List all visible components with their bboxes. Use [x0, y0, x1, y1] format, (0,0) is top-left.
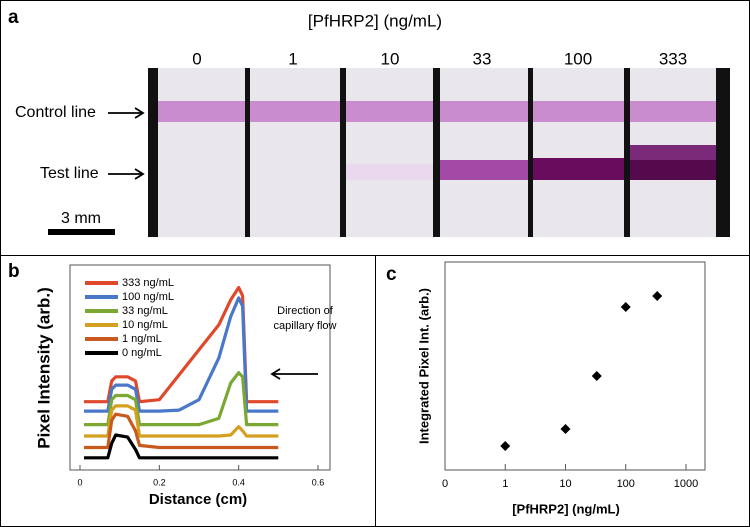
series-line [84, 371, 279, 427]
x-tick-label: 1000 [674, 478, 698, 490]
y-axis-label: Pixel Intensity (arb.) [34, 287, 53, 449]
strip-photo [148, 68, 730, 237]
scale-bar [48, 229, 115, 235]
plot-frame [444, 261, 706, 471]
x-tick-label: 0.4 [232, 477, 245, 487]
test-line-label: Test line [40, 165, 99, 182]
x-tick-label: 0.2 [153, 477, 166, 487]
legend-label: 1 ng/mL [122, 333, 162, 345]
data-point [652, 291, 663, 302]
annotation: Direction of [277, 305, 334, 317]
legend-label: 10 ng/mL [122, 319, 168, 331]
panel-label: b [8, 261, 20, 282]
control-line-label: Control line [15, 104, 96, 121]
arrow [108, 107, 145, 119]
series-line [84, 296, 279, 413]
concentration-label: 0 [192, 49, 201, 68]
scale-label: 3 mm [61, 210, 101, 227]
legend-label: 100 ng/mL [122, 291, 174, 303]
data-point [560, 424, 571, 435]
panel-label: c [386, 264, 397, 285]
legend-label: 0 ng/mL [122, 347, 162, 359]
annotation: capillary flow [274, 320, 337, 332]
concentration-label: 33 [473, 49, 492, 68]
series-line [84, 433, 279, 460]
concentration-label: 333 [659, 49, 687, 68]
arrow [108, 168, 145, 180]
x-tick-label: 10 [559, 478, 571, 490]
x-axis-label: Distance (cm) [149, 491, 247, 508]
concentration-label: 1 [288, 49, 297, 68]
panel-title: [PfHRP2] (ng/mL) [308, 11, 442, 30]
legend-label: 333 ng/mL [122, 277, 174, 289]
concentration-label: 10 [381, 49, 400, 68]
data-point [591, 371, 602, 382]
series-line [84, 404, 279, 438]
x-tick-label: 0 [77, 477, 82, 487]
data-point [500, 440, 511, 451]
panel-label: a [8, 7, 19, 28]
series-line [84, 285, 279, 404]
x-tick-label: 0 [442, 478, 448, 490]
x-tick-label: 100 [617, 478, 635, 490]
flow-arrow [270, 368, 318, 380]
data-point [620, 302, 631, 313]
legend-label: 33 ng/mL [122, 305, 168, 317]
plot-frame [69, 264, 331, 471]
x-axis-label: [PfHRP2] (ng/mL) [512, 501, 620, 516]
series-line [84, 412, 279, 450]
x-tick-label: 1 [502, 478, 508, 490]
concentration-label: 100 [564, 49, 592, 68]
y-axis-label: Integrated Pixel Int. (arb.) [416, 288, 431, 444]
x-tick-label: 0.6 [312, 477, 325, 487]
